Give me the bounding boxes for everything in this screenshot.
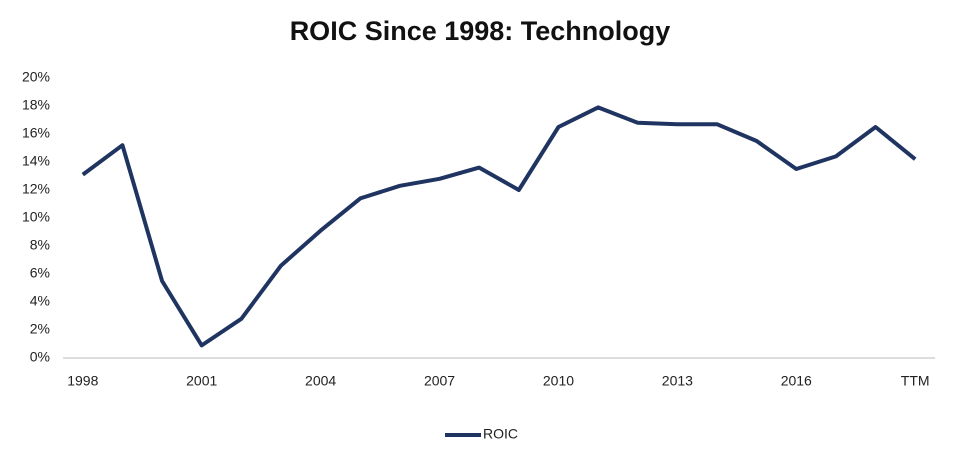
line-series bbox=[81, 105, 917, 348]
x-tick-label: 2016 bbox=[781, 373, 812, 389]
x-tick-label: 2004 bbox=[305, 373, 336, 389]
x-tick-label: 2001 bbox=[186, 373, 217, 389]
y-tick-label: 10% bbox=[22, 209, 50, 225]
x-tick-label: TTM bbox=[901, 373, 930, 389]
y-tick-label: 20% bbox=[22, 69, 50, 85]
y-tick-label: 8% bbox=[30, 237, 50, 253]
x-tick-label: 2010 bbox=[543, 373, 574, 389]
y-tick-label: 12% bbox=[22, 181, 50, 197]
y-tick-label: 16% bbox=[22, 125, 50, 141]
y-tick-label: 4% bbox=[30, 293, 50, 309]
x-tick-label: 1998 bbox=[67, 373, 98, 389]
y-tick-label: 18% bbox=[22, 97, 50, 113]
y-tick-label: 6% bbox=[30, 265, 50, 281]
y-tick-label: 0% bbox=[30, 349, 50, 365]
x-tick-label: 2013 bbox=[662, 373, 693, 389]
x-tick-label: 2007 bbox=[424, 373, 455, 389]
chart-title: ROIC Since 1998: Technology bbox=[290, 16, 671, 46]
y-tick-label: 14% bbox=[22, 153, 50, 169]
legend-label: ROIC bbox=[483, 426, 518, 442]
y-tick-label: 2% bbox=[30, 321, 50, 337]
